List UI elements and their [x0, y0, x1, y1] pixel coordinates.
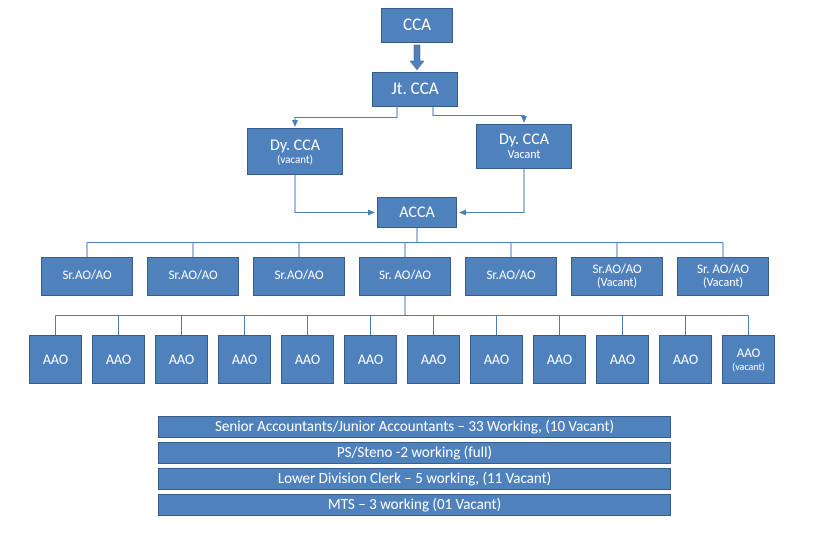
- aao-label: AAO: [169, 352, 194, 367]
- summary-bar-text: Senior Accountants/Junior Accountants – …: [215, 418, 614, 436]
- node-dycca1-label: Dy. CCA: [270, 137, 320, 155]
- node-srao-5: Sr.AO/AO(Vacant): [571, 257, 663, 296]
- summary-bar-2: Lower Division Clerk – 5 working, (11 Va…: [158, 468, 671, 490]
- node-aao-1: AAO: [92, 335, 145, 384]
- node-acca: ACCA: [377, 197, 457, 228]
- aao-label: AAO: [232, 352, 257, 367]
- summary-bar-0: Senior Accountants/Junior Accountants – …: [158, 416, 671, 438]
- node-aao-9: AAO: [596, 335, 649, 384]
- node-srao-0: Sr.AO/AO: [41, 257, 133, 296]
- srao-sub: (Vacant): [703, 277, 743, 290]
- summary-bar-3: MTS – 3 working (01 Vacant): [158, 494, 671, 516]
- summary-bar-text: MTS – 3 working (01 Vacant): [328, 496, 501, 514]
- summary-bar-text: Lower Division Clerk – 5 working, (11 Va…: [278, 470, 551, 488]
- node-aao-0: AAO: [29, 335, 82, 384]
- aao-label: AAO: [295, 352, 320, 367]
- node-dycca2-label: Dy. CCA: [499, 131, 549, 149]
- node-aao-5: AAO: [344, 335, 397, 384]
- node-jtcca-label: Jt. CCA: [391, 80, 438, 99]
- srao-label: Sr.AO/AO: [592, 263, 641, 277]
- node-dycca1: Dy. CCA (vacant): [247, 128, 343, 175]
- srao-label: Sr.AO/AO: [62, 269, 111, 283]
- aao-label: AAO: [421, 352, 446, 367]
- node-aao-11: AAO(vacant): [722, 335, 775, 384]
- aao-label: AAO: [547, 352, 572, 367]
- aao-label: AAO: [358, 352, 383, 367]
- srao-label: Sr. AO/AO: [379, 269, 431, 283]
- aao-sub: (vacant): [732, 361, 765, 372]
- node-jtcca: Jt. CCA: [372, 72, 458, 107]
- node-aao-10: AAO: [659, 335, 712, 384]
- srao-label: Sr.AO/AO: [168, 269, 217, 283]
- node-acca-label: ACCA: [399, 204, 434, 222]
- node-aao-3: AAO: [218, 335, 271, 384]
- aao-label: AAO: [106, 352, 131, 367]
- node-srao-6: Sr. AO/AO(Vacant): [677, 257, 769, 296]
- node-srao-2: Sr.AO/AO: [253, 257, 345, 296]
- aao-label: AAO: [610, 352, 635, 367]
- aao-label: AAO: [43, 352, 68, 367]
- aao-label: AAO: [737, 347, 761, 361]
- node-dycca2: Dy. CCA Vacant: [476, 124, 572, 169]
- srao-label: Sr.AO/AO: [486, 269, 535, 283]
- srao-label: Sr.AO/AO: [274, 269, 323, 283]
- node-srao-4: Sr.AO/AO: [465, 257, 557, 296]
- aao-label: AAO: [673, 352, 698, 367]
- summary-bar-text: PS/Steno -2 working (full): [337, 444, 492, 462]
- node-dycca2-sub: Vacant: [508, 149, 541, 162]
- node-cca-label: CCA: [403, 16, 431, 35]
- srao-label: Sr. AO/AO: [697, 263, 749, 277]
- aao-label: AAO: [484, 352, 509, 367]
- node-cca: CCA: [381, 8, 453, 43]
- node-srao-1: Sr.AO/AO: [147, 257, 239, 296]
- node-aao-7: AAO: [470, 335, 523, 384]
- srao-sub: (Vacant): [597, 277, 637, 290]
- node-aao-4: AAO: [281, 335, 334, 384]
- node-aao-2: AAO: [155, 335, 208, 384]
- node-aao-8: AAO: [533, 335, 586, 384]
- summary-bar-1: PS/Steno -2 working (full): [158, 442, 671, 464]
- node-aao-6: AAO: [407, 335, 460, 384]
- node-dycca1-sub: (vacant): [277, 154, 313, 166]
- node-srao-3: Sr. AO/AO: [359, 257, 451, 296]
